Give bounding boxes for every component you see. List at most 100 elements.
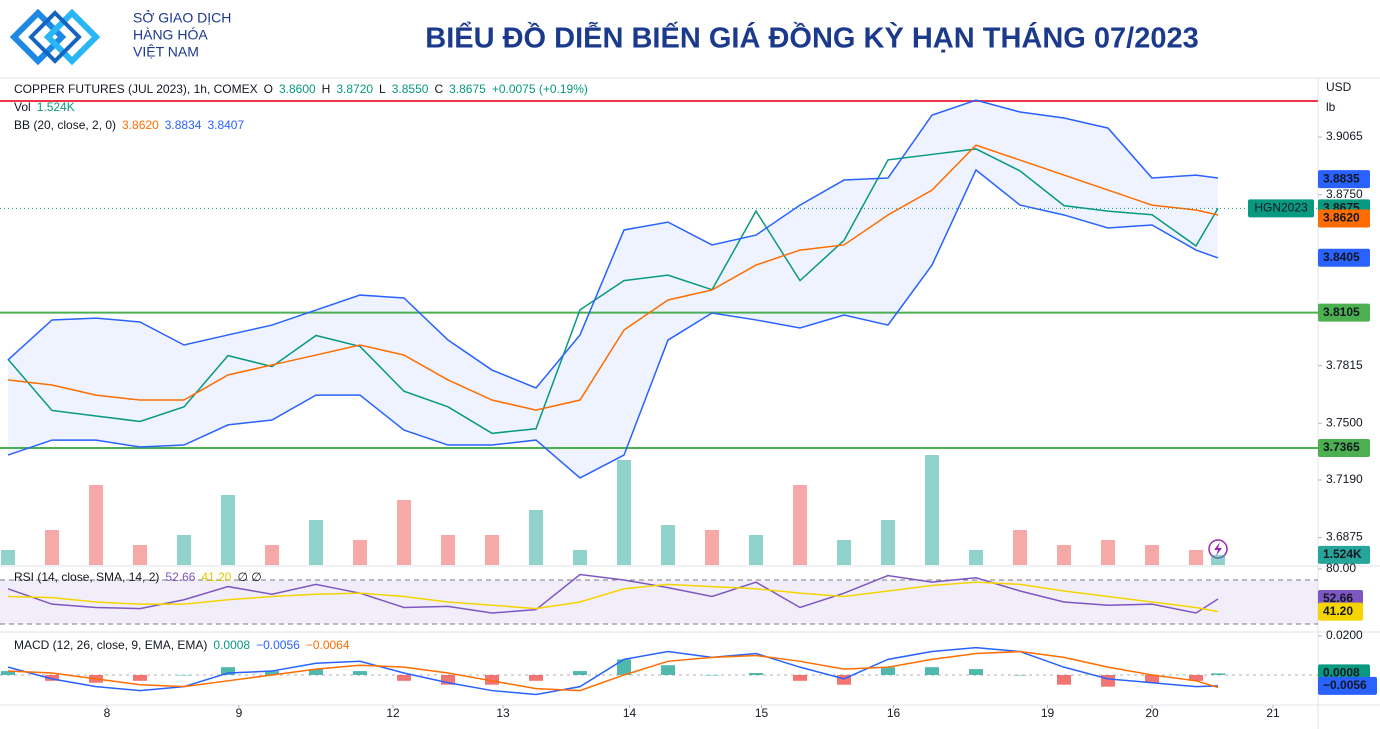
histogram-bar [309, 669, 323, 675]
price-tag-label: 3.8620 [1323, 211, 1360, 225]
series-line [7, 168, 1219, 479]
histogram-bar [1145, 674, 1159, 683]
volume-bar [925, 455, 939, 565]
legend-item: 3.8720 [336, 82, 373, 96]
y-tick-label: 80.00 [1326, 561, 1356, 575]
histogram-bar [397, 674, 411, 681]
price-tag-label: 1.524K [1323, 547, 1362, 561]
volume-bar [441, 535, 455, 565]
legend-item: −0.0056 [256, 638, 300, 652]
volume-bar [749, 535, 763, 565]
volume-bar [309, 520, 323, 565]
price-tag [1318, 676, 1377, 695]
legend-item: +0.0075 (+0.19%) [492, 82, 588, 96]
price-tag [1318, 602, 1363, 621]
histogram-bar [969, 669, 983, 675]
series-line [7, 646, 1219, 696]
histogram-bar [749, 673, 763, 675]
series-line [7, 573, 1219, 614]
series-line [7, 581, 1219, 613]
volume-bar [1211, 554, 1225, 565]
x-tick-label: 16 [887, 706, 901, 720]
histogram-bar [1211, 673, 1225, 675]
histogram-bar [441, 674, 455, 685]
legend-item: −0.0064 [306, 638, 350, 652]
histogram-bar [133, 674, 147, 681]
volume-bar [1101, 540, 1115, 565]
series-line [7, 148, 1219, 435]
legend-line: BB (20, close, 2, 0) 3.8620 3.8834 3.8407 [14, 118, 244, 132]
legend-item: 3.8407 [207, 118, 244, 132]
y-tick-label: 3.8750 [1326, 187, 1363, 201]
histogram-bar [617, 659, 631, 675]
legend-line: Vol 1.524K [14, 100, 75, 114]
volume-bar [397, 500, 411, 565]
histogram-bar [45, 674, 59, 681]
volume-bar [1145, 545, 1159, 565]
legend-line: RSI (14, close, SMA, 14, 2) 52.66 41.20 ∅ ∅ [14, 570, 262, 584]
volume-bar [265, 545, 279, 565]
price-tag [1318, 209, 1370, 228]
price-tag-label: −0.0056 [1323, 678, 1367, 692]
volume-bar [485, 535, 499, 565]
x-tick-label: 12 [386, 706, 400, 720]
price-tag [1318, 438, 1370, 457]
histogram-bar [1101, 674, 1115, 687]
y-unit: lb [1326, 100, 1336, 114]
legend-line: COPPER FUTURES (JUL 2023), 1h, COMEX O 3.8… [14, 82, 588, 96]
symbol-tag-label: HGN2023 [1254, 201, 1308, 215]
legend-item: 3.8620 [122, 118, 159, 132]
series-line [7, 144, 1219, 411]
x-tick-label: 21 [1266, 706, 1280, 720]
volume-bar [1, 550, 15, 565]
y-unit: USD [1326, 80, 1352, 94]
histogram-bar [265, 671, 279, 675]
price-tag [1318, 303, 1370, 322]
legend-item: Vol [14, 100, 31, 114]
volume-bar [573, 550, 587, 565]
price-tag-label: 52.66 [1323, 591, 1353, 605]
volume-bar [529, 510, 543, 565]
volume-bar [221, 495, 235, 565]
volume-bar [177, 535, 191, 565]
price-tag [1318, 545, 1370, 564]
histogram-bar [353, 671, 367, 675]
y-tick-label: 3.7190 [1326, 472, 1363, 486]
logo-mark [9, 8, 101, 66]
y-tick-label: 3.6875 [1326, 530, 1363, 544]
histogram-bar [1057, 674, 1071, 685]
histogram-bar [221, 667, 235, 675]
series-line [7, 99, 1219, 389]
volume-bar [1013, 530, 1027, 565]
volume-bar [661, 525, 675, 565]
x-tick-label: 8 [104, 706, 111, 720]
volume-bar [45, 530, 59, 565]
y-tick-label: 0.0200 [1326, 628, 1363, 642]
histogram-bar [925, 667, 939, 675]
legend-item: 3.8834 [165, 118, 202, 132]
legend-item: C [434, 82, 443, 96]
volume-bar [89, 485, 103, 565]
price-tag [1318, 248, 1370, 267]
histogram-bar [837, 674, 851, 685]
x-tick-label: 13 [496, 706, 510, 720]
legend-item: 3.8600 [279, 82, 316, 96]
histogram-bar [1189, 674, 1203, 681]
price-tag-label: 0.0008 [1323, 666, 1360, 680]
volume-bar [881, 520, 895, 565]
legend-item: H [322, 82, 331, 96]
price-tag-label: 3.8405 [1323, 250, 1360, 264]
legend-item: O [264, 82, 273, 96]
series-line [7, 650, 1219, 692]
legend-line: MACD (12, 26, close, 9, EMA, EMA) 0.0008−… [14, 638, 350, 652]
legend-item: 41.20 [201, 570, 231, 584]
y-tick-label: 3.7500 [1326, 415, 1363, 429]
volume-bar [1057, 545, 1071, 565]
x-tick-label: 14 [623, 706, 637, 720]
chart-title: BIỂU ĐỒ DIỄN BIẾN GIÁ ĐỒNG KỲ HẠN THÁNG … [425, 21, 1198, 55]
histogram-bar [1, 671, 15, 675]
x-tick-label: 19 [1041, 706, 1055, 720]
price-tag-label: 3.7365 [1323, 440, 1360, 454]
